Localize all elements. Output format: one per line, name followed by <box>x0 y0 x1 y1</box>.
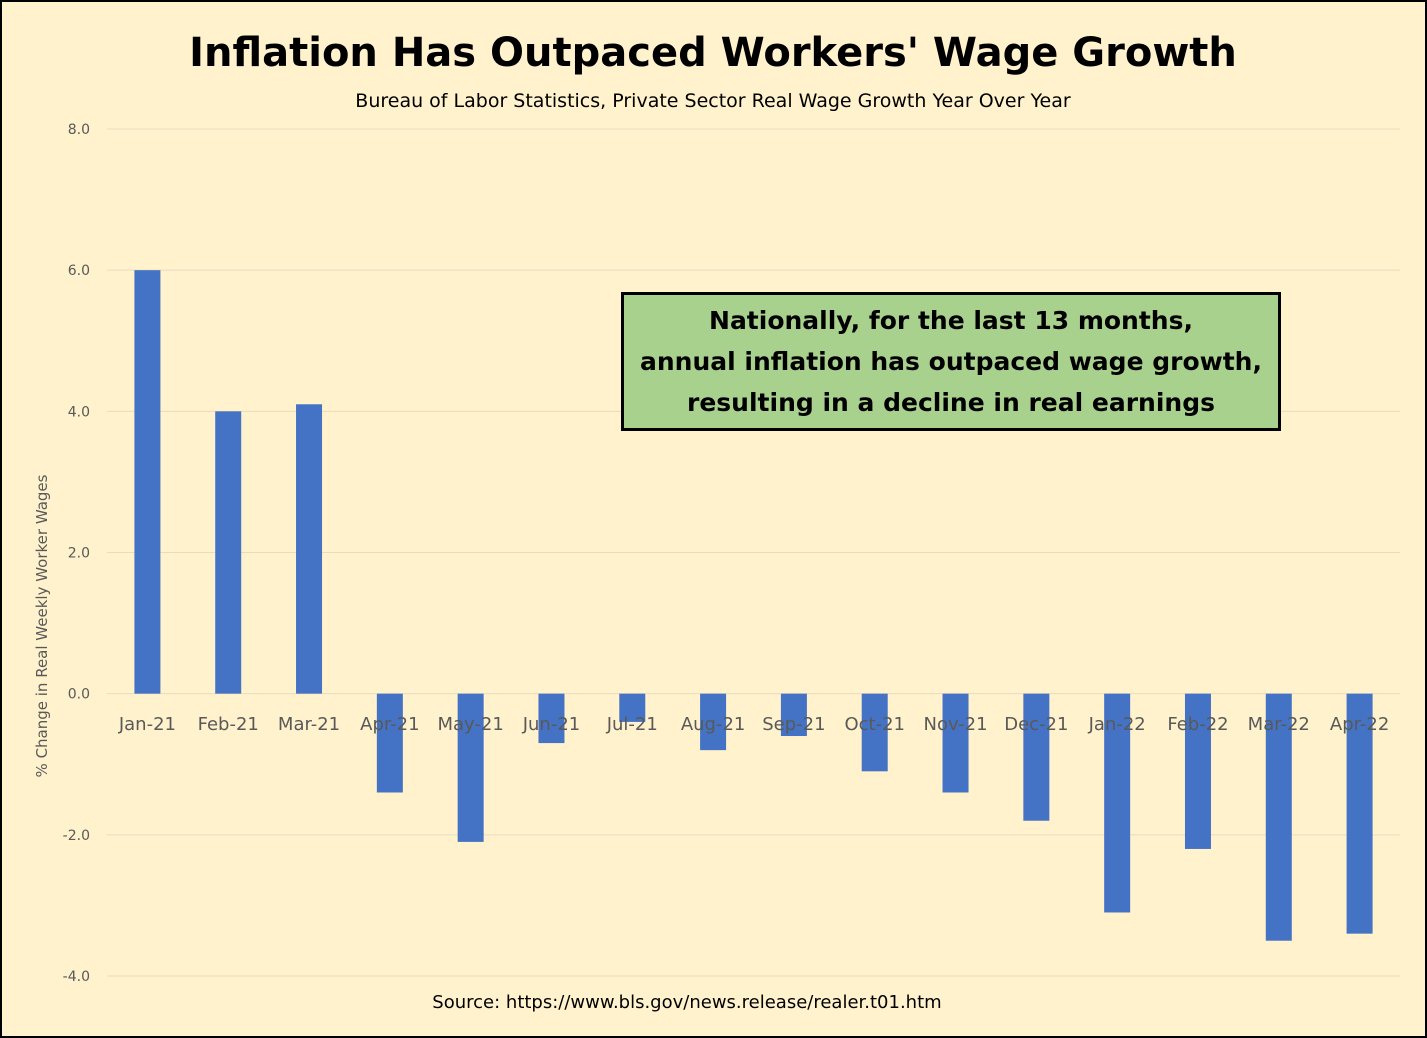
bar-jun-21 <box>538 693 565 744</box>
x-tick-label: Mar-21 <box>278 714 340 735</box>
annotation-line-2: annual inflation has outpaced wage growt… <box>640 347 1262 376</box>
y-axis-label: % Change in Real Weekly Worker Wages <box>33 474 51 777</box>
bar-apr-22 <box>1346 693 1373 934</box>
bar-aug-21 <box>700 693 727 751</box>
bar-mar-22 <box>1265 693 1292 941</box>
bar-feb-22 <box>1184 693 1211 849</box>
bar-jul-21 <box>619 693 646 722</box>
chart-title: Inflation Has Outpaced Workers' Wage Gro… <box>189 30 1237 76</box>
gridlines <box>107 128 1400 977</box>
bar-dec-21 <box>1023 693 1050 821</box>
bar-jan-21 <box>134 270 161 694</box>
x-tick-label: Jan-22 <box>1088 714 1146 735</box>
y-tick-label: 6.0 <box>68 263 90 279</box>
bars <box>134 270 1373 941</box>
x-tick-label: Feb-22 <box>1167 714 1228 735</box>
bar-oct-21 <box>861 693 888 772</box>
x-tick-label: Oct-21 <box>844 714 905 735</box>
x-tick-label: Mar-22 <box>1248 714 1310 735</box>
source-note: Source: https://www.bls.gov/news.release… <box>432 992 941 1013</box>
x-tick-label: Dec-21 <box>1004 714 1068 735</box>
y-tick-label: 2.0 <box>68 546 90 562</box>
x-tick-label: Jul-21 <box>606 714 658 735</box>
annotation-box: Nationally, for the last 13 months, annu… <box>621 292 1281 431</box>
x-tick-label: Nov-21 <box>924 714 988 735</box>
y-tick-label: -2.0 <box>63 828 90 844</box>
x-tick-label: Aug-21 <box>681 714 746 735</box>
y-tick-label: 8.0 <box>68 122 90 138</box>
x-tick-label: Apr-21 <box>360 714 419 735</box>
y-tick-label: -4.0 <box>63 969 90 985</box>
x-tick-label: Jun-21 <box>522 714 581 735</box>
bar-sep-21 <box>780 693 807 737</box>
y-axis-ticks: 8.0 6.0 4.0 2.0 0.0 -2.0 -4.0 <box>63 122 90 985</box>
y-tick-label: 4.0 <box>68 404 90 420</box>
x-axis-ticks: Jan-21 Feb-21 Mar-21 Apr-21 May-21 Jun-21 Jul-… <box>118 714 1389 735</box>
annotation-line-1: Nationally, for the last 13 months, <box>709 306 1193 335</box>
bar-feb-21 <box>215 411 242 694</box>
x-tick-label: May-21 <box>438 714 504 735</box>
bar-nov-21 <box>942 693 969 793</box>
bar-jan-22 <box>1104 693 1131 913</box>
x-tick-label: Feb-21 <box>198 714 259 735</box>
y-tick-label: 0.0 <box>68 687 90 703</box>
bar-mar-21 <box>296 404 323 694</box>
annotation-line-3: resulting in a decline in real earnings <box>687 388 1215 417</box>
bar-apr-21 <box>376 693 403 793</box>
bar-may-21 <box>457 693 484 842</box>
chart-subtitle: Bureau of Labor Statistics, Private Sect… <box>355 90 1071 112</box>
x-tick-label: Sep-21 <box>762 714 825 735</box>
x-tick-label: Apr-22 <box>1330 714 1389 735</box>
x-tick-label: Jan-21 <box>118 714 176 735</box>
